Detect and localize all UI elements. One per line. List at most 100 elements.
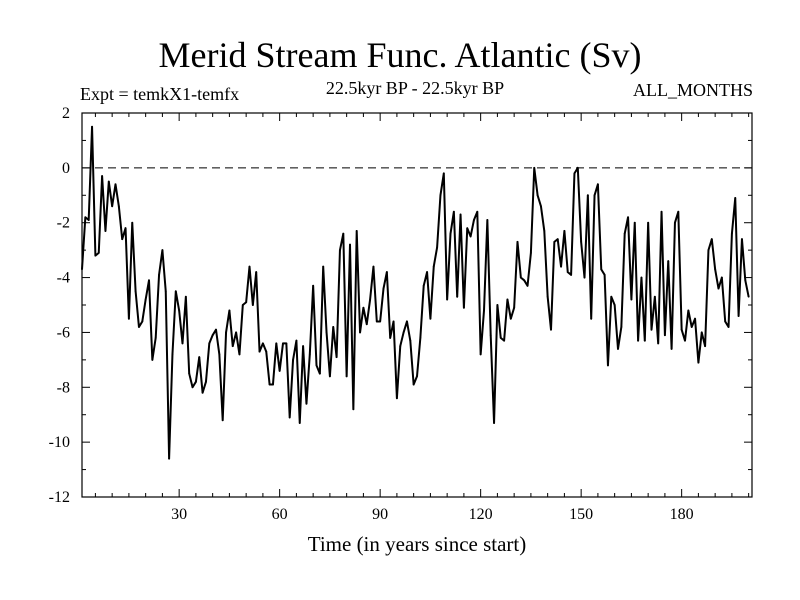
- data-point: [174, 290, 177, 293]
- y-tick-label: -4: [57, 270, 70, 287]
- data-point: [523, 279, 526, 282]
- data-point: [643, 339, 646, 342]
- data-point: [747, 295, 750, 298]
- data-point: [184, 295, 187, 298]
- data-point: [275, 342, 278, 345]
- y-tick-label: -6: [57, 324, 70, 341]
- data-point: [268, 383, 271, 386]
- data-point: [322, 265, 325, 268]
- period-label: 22.5kyr BP - 22.5kyr BP: [325, 78, 505, 98]
- data-point: [499, 337, 502, 339]
- data-point: [493, 422, 495, 424]
- data-point: [670, 347, 673, 350]
- data-point: [509, 317, 512, 320]
- data-point: [506, 298, 509, 301]
- data-point: [580, 241, 583, 243]
- data-point: [91, 125, 93, 128]
- data-point: [674, 221, 676, 224]
- data-point: [741, 238, 743, 241]
- data-point: [345, 375, 348, 378]
- data-point: [657, 342, 660, 345]
- data-point: [660, 210, 663, 213]
- data-point: [627, 216, 629, 219]
- data-point: [235, 331, 238, 334]
- data-point: [727, 326, 730, 328]
- series-line: [81, 125, 750, 460]
- data-point: [573, 172, 576, 175]
- data-point: [593, 194, 596, 197]
- data-point: [282, 342, 284, 345]
- data-point: [365, 323, 368, 326]
- data-point: [473, 219, 475, 221]
- data-point: [734, 197, 737, 199]
- data-point: [463, 306, 465, 309]
- data-point: [342, 232, 345, 235]
- data-point: [298, 422, 301, 424]
- data-point: [456, 295, 459, 298]
- data-point: [416, 375, 418, 378]
- data-point: [613, 304, 616, 306]
- data-point: [121, 238, 124, 241]
- data-point: [429, 317, 432, 320]
- data-point: [104, 230, 107, 232]
- data-point: [731, 232, 733, 235]
- data-point: [570, 273, 572, 276]
- data-point: [409, 339, 412, 342]
- data-point: [148, 279, 150, 282]
- data-point: [483, 309, 485, 312]
- data-point: [117, 205, 120, 208]
- data-point: [737, 315, 740, 317]
- data-point: [154, 337, 157, 339]
- data-point: [144, 298, 147, 301]
- data-point: [265, 350, 268, 353]
- data-point: [362, 306, 365, 309]
- data-point: [653, 295, 656, 298]
- data-point: [469, 235, 472, 238]
- data-point: [694, 317, 696, 320]
- data-point: [426, 271, 428, 273]
- y-tick-label: 2: [62, 105, 70, 122]
- data-point: [218, 353, 221, 356]
- data-point: [432, 265, 435, 268]
- data-point: [667, 260, 670, 263]
- data-point: [717, 287, 720, 290]
- x-axis-title: Time (in years since start): [307, 532, 527, 556]
- data-point: [329, 375, 331, 378]
- data-point: [556, 238, 559, 241]
- data-point: [231, 345, 234, 348]
- data-point: [617, 347, 619, 350]
- x-tick-label: 30: [171, 506, 187, 523]
- data-point: [707, 249, 710, 252]
- data-point: [479, 353, 482, 356]
- data-point: [600, 268, 603, 271]
- data-point: [241, 304, 244, 306]
- data-point: [402, 331, 405, 334]
- data-point: [315, 364, 318, 367]
- data-point: [302, 345, 304, 348]
- data-point: [245, 301, 248, 304]
- data-point: [272, 383, 274, 386]
- data-point: [201, 391, 204, 394]
- data-point: [476, 210, 479, 213]
- data-point: [295, 339, 298, 342]
- data-point: [637, 339, 639, 342]
- x-tick-label: 180: [670, 506, 694, 523]
- data-point: [178, 309, 181, 312]
- data-point: [288, 416, 291, 419]
- data-point: [720, 276, 723, 279]
- data-point: [710, 238, 713, 241]
- data-point: [650, 328, 653, 331]
- data-point: [111, 205, 114, 208]
- data-point: [687, 309, 690, 312]
- data-point: [359, 331, 361, 334]
- data-point: [151, 358, 154, 361]
- data-point: [550, 328, 552, 331]
- data-point: [215, 328, 217, 331]
- data-point: [610, 295, 613, 298]
- data-point: [355, 230, 358, 232]
- data-point: [546, 295, 549, 298]
- data-point: [560, 265, 562, 268]
- data-point: [513, 306, 516, 309]
- data-point: [339, 249, 341, 252]
